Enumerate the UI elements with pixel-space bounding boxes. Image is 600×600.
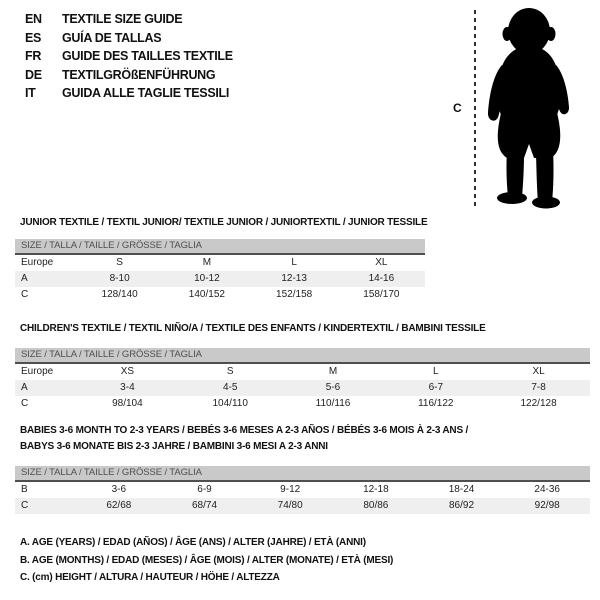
table-row: C 98/104 104/110 110/116 116/122 122/128	[15, 396, 590, 412]
height-measure-dashed-line	[474, 10, 476, 206]
babies-size-table: SIZE / TALLA / TAILLE / GRÖSSE / TAGLIA …	[15, 466, 590, 514]
language-row: ES GUÍA DE TALLAS	[25, 29, 233, 48]
junior-table-title: JUNIOR TEXTILE / TEXTIL JUNIOR/ TEXTILE …	[20, 217, 428, 228]
language-title-list: EN TEXTILE SIZE GUIDE ES GUÍA DE TALLAS …	[25, 10, 233, 103]
height-cell: 158/170	[363, 289, 400, 300]
height-cell: 110/116	[315, 398, 351, 409]
age-cell: 7-8	[531, 382, 546, 393]
age-cell: 5-6	[325, 382, 341, 393]
language-row: IT GUIDA ALLE TAGLIE TESSILI	[25, 84, 233, 103]
row-label: C	[21, 398, 29, 409]
table-row: C 128/140 140/152 152/158 158/170	[15, 287, 425, 303]
height-cell: 92/98	[534, 500, 560, 511]
table-row: A 8-10 10-12 12-13 14-16	[15, 271, 425, 287]
age-cell: 10-12	[194, 273, 220, 284]
size-header-bar: SIZE / TALLA / TAILLE / GRÖSSE / TAGLIA	[15, 239, 425, 255]
children-table-title: CHILDREN'S TEXTILE / TEXTIL NIÑO/A / TEX…	[20, 323, 486, 334]
size-cell: XL	[375, 257, 388, 268]
size-cell: M	[202, 257, 212, 268]
language-title: GUIDA ALLE TAGLIE TESSILI	[62, 86, 230, 100]
legend-line-c: C. (cm) HEIGHT / ALTURA / HAUTEUR / HÖHE…	[20, 572, 280, 583]
row-label: Europe	[21, 257, 54, 268]
table-row: Europe S M L XL	[15, 255, 425, 271]
language-code: ES	[25, 30, 42, 45]
row-label: C	[21, 500, 29, 511]
age-cell: 6-9	[197, 484, 212, 495]
language-row: FR GUIDE DES TAILLES TEXTILE	[25, 47, 233, 66]
language-code: DE	[25, 67, 42, 82]
language-row: EN TEXTILE SIZE GUIDE	[25, 10, 233, 29]
size-cell: XL	[532, 366, 545, 377]
height-cell: 68/74	[191, 500, 218, 511]
age-cell: 12-18	[363, 484, 389, 495]
baby-silhouette-icon	[487, 8, 570, 209]
age-cell: 18-24	[448, 484, 475, 495]
table-row: Europe XS S M L XL	[15, 364, 590, 380]
language-code: EN	[25, 12, 42, 26]
age-cell: 8-10	[109, 273, 130, 284]
age-cell: 14-16	[368, 273, 395, 284]
age-cell: 3-6	[111, 484, 127, 495]
language-title: GUIDE DES TAILLES TEXTILE	[62, 49, 233, 63]
babies-title-line-2: BABYS 3-6 MONATE BIS 2-3 JAHRE / BAMBINI…	[20, 440, 328, 452]
height-cell: 80/86	[363, 500, 389, 511]
height-cell: 86/92	[449, 500, 475, 511]
babies-title-line-1: BABIES 3-6 MONTH TO 2-3 YEARS / BEBÉS 3-…	[20, 425, 469, 436]
height-cell: 140/152	[188, 289, 225, 300]
height-cell: 62/68	[106, 500, 132, 511]
legend-line-a: A. AGE (YEARS) / EDAD (AÑOS) / ÂGE (ANS)…	[20, 537, 366, 548]
table-row: B 3-6 6-9 9-12 12-18 18-24 24-36	[15, 482, 590, 498]
height-cell: 104/110	[212, 398, 248, 409]
legend-line-b: B. AGE (MONTHS) / EDAD (MESES) / ÂGE (MO…	[20, 554, 394, 566]
table-row: C 62/68 68/74 74/80 80/86 86/92 92/98	[15, 498, 590, 514]
language-title: TEXTILGRÖßENFÜHRUNG	[62, 67, 216, 82]
age-cell: 24-36	[534, 484, 560, 495]
row-label: A	[21, 382, 28, 393]
height-measure-label: C	[453, 101, 462, 115]
size-header-bar: SIZE / TALLA / TAILLE / GRÖSSE / TAGLIA	[15, 348, 590, 364]
size-cell: L	[433, 366, 439, 377]
height-cell: 128/140	[101, 289, 138, 300]
age-cell: 3-4	[120, 382, 135, 393]
size-header-bar: SIZE / TALLA / TAILLE / GRÖSSE / TAGLIA	[15, 466, 590, 482]
row-label: B	[21, 484, 28, 495]
height-cell: 98/104	[112, 398, 143, 409]
babies-table-title: BABIES 3-6 MONTH TO 2-3 YEARS / BEBÉS 3-…	[20, 423, 468, 454]
row-label: A	[21, 273, 28, 284]
age-cell: 12-13	[281, 273, 307, 284]
row-label: C	[21, 289, 29, 300]
language-code: FR	[25, 49, 42, 63]
language-code: IT	[25, 86, 36, 100]
language-title: GUÍA DE TALLAS	[62, 30, 162, 45]
table-row: A 3-4 4-5 5-6 6-7 7-8	[15, 380, 590, 396]
size-cell: M	[328, 366, 338, 377]
size-cell: L	[291, 257, 297, 268]
children-size-table: SIZE / TALLA / TAILLE / GRÖSSE / TAGLIA …	[15, 348, 590, 412]
language-title: TEXTILE SIZE GUIDE	[62, 12, 183, 26]
height-cell: 74/80	[277, 500, 303, 511]
height-cell: 152/158	[276, 289, 313, 300]
size-cell: S	[226, 366, 234, 377]
size-cell: S	[116, 257, 123, 268]
size-cell: XS	[120, 366, 135, 377]
language-row: DE TEXTILGRÖßENFÜHRUNG	[25, 66, 233, 85]
height-cell: 116/122	[418, 398, 454, 409]
age-cell: 9-12	[280, 484, 301, 495]
measurement-legend: A. AGE (YEARS) / EDAD (AÑOS) / ÂGE (ANS)…	[20, 534, 393, 587]
age-cell: 4-5	[222, 382, 238, 393]
row-label: Europe	[21, 366, 54, 377]
age-cell: 6-7	[428, 382, 444, 393]
junior-size-table: SIZE / TALLA / TAILLE / GRÖSSE / TAGLIA …	[15, 239, 425, 303]
height-cell: 122/128	[520, 398, 557, 409]
